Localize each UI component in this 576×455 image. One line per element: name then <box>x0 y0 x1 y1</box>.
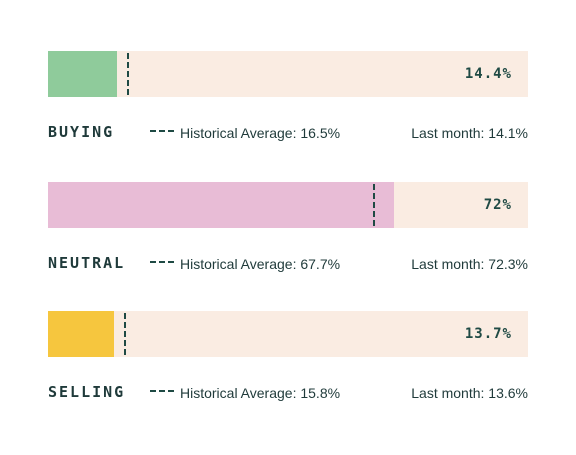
dashed-line-icon <box>150 390 174 393</box>
historical-average-marker-selling <box>123 313 126 355</box>
last-month-neutral: Last month: 72.3% <box>411 256 528 272</box>
dashed-line-icon <box>150 130 174 133</box>
historical-average-text: Historical Average: 16.5% <box>180 125 341 141</box>
category-label-buying: BUYING <box>48 123 115 141</box>
category-label-selling: SELLING <box>48 383 126 401</box>
bar-track: 14.4% <box>48 51 528 97</box>
historical-average-text: Historical Average: 67.7% <box>180 256 341 272</box>
historical-average-buying: Historical Average: 16.5% <box>150 125 340 141</box>
historical-average-neutral: Historical Average: 67.7% <box>150 256 340 272</box>
last-month-buying: Last month: 14.1% <box>411 125 528 141</box>
historical-average-marker-buying <box>127 53 130 95</box>
bar-track: 13.7% <box>48 311 528 357</box>
historical-average-selling: Historical Average: 15.8% <box>150 385 340 401</box>
historical-average-marker-neutral <box>372 184 375 226</box>
value-label-selling: 13.7% <box>464 326 512 342</box>
historical-average-text: Historical Average: 15.8% <box>180 385 341 401</box>
value-label-neutral: 72% <box>483 197 512 213</box>
category-label-neutral: NEUTRAL <box>48 254 126 272</box>
value-label-buying: 14.4% <box>464 66 512 82</box>
last-month-selling: Last month: 13.6% <box>411 385 528 401</box>
bar-buying <box>48 51 118 97</box>
bar-selling <box>48 311 114 357</box>
bar-track: 72% <box>48 182 528 228</box>
dashed-line-icon <box>150 261 174 264</box>
bar-neutral <box>48 182 394 228</box>
